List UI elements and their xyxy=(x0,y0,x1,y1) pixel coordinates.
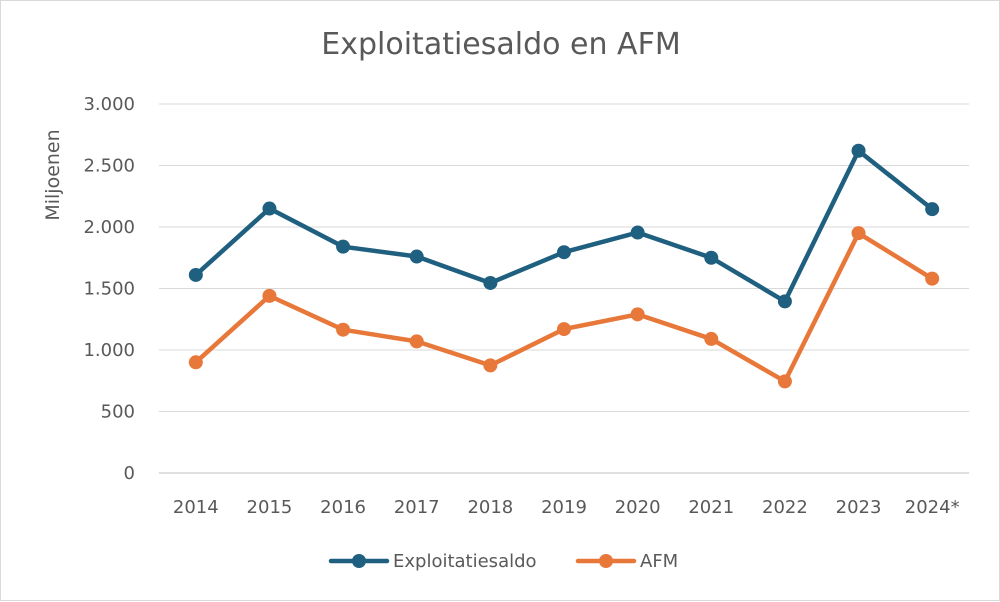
data-point xyxy=(925,202,940,217)
data-point xyxy=(336,322,351,337)
x-tick-label: 2015 xyxy=(247,497,293,518)
data-point xyxy=(188,355,203,370)
x-tick-label: 2020 xyxy=(615,497,661,518)
x-tick-label: 2016 xyxy=(320,497,366,518)
series-line-1 xyxy=(193,148,935,304)
y-tick-label: 2.500 xyxy=(83,156,135,177)
chart-title: Exploitatiesaldo en AFM xyxy=(321,27,681,62)
y-tick-label: 2.000 xyxy=(83,217,135,238)
data-point xyxy=(262,201,277,216)
y-tick-label: 0 xyxy=(124,463,135,484)
y-tick-label: 3.000 xyxy=(83,94,135,115)
x-tick-label: 2014 xyxy=(173,497,219,518)
legend-label: AFM xyxy=(640,551,678,572)
x-tick-label: 2017 xyxy=(394,497,440,518)
data-point xyxy=(704,250,719,265)
x-tick-label: 2019 xyxy=(541,497,587,518)
data-point xyxy=(777,374,792,389)
data-point xyxy=(409,334,424,349)
y-axis-label: Miljoenen xyxy=(42,129,64,220)
data-point xyxy=(188,267,203,282)
x-tick-label: 2018 xyxy=(467,497,513,518)
y-tick-label: 500 xyxy=(101,402,135,423)
data-point xyxy=(630,225,645,240)
data-point xyxy=(557,322,571,337)
y-tick-label: 1.000 xyxy=(83,340,135,361)
x-tick-label: 2021 xyxy=(688,497,734,518)
legend-swatch-marker xyxy=(352,554,366,568)
data-point xyxy=(777,294,792,309)
data-point xyxy=(409,249,424,264)
data-point xyxy=(557,245,571,260)
data-point xyxy=(483,358,498,373)
legend-label: Exploitatiesaldo xyxy=(393,551,537,572)
data-point xyxy=(851,226,866,241)
data-point xyxy=(630,307,645,322)
legend-swatch-marker xyxy=(599,554,613,568)
data-point xyxy=(704,331,719,346)
data-point xyxy=(483,275,498,290)
data-point xyxy=(262,288,277,303)
x-tick-label: 2024* xyxy=(905,497,960,518)
x-tick-label: 2022 xyxy=(762,497,808,518)
data-point xyxy=(336,239,351,254)
x-tick-label: 2023 xyxy=(836,497,882,518)
data-point xyxy=(925,271,940,286)
data-point xyxy=(851,143,866,158)
y-tick-label: 1.500 xyxy=(83,279,135,300)
